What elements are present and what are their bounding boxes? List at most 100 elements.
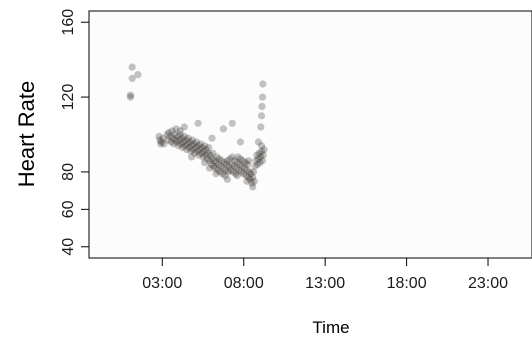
x-axis-title: Time — [312, 318, 349, 337]
data-point — [223, 160, 231, 168]
x-tick-label: 08:00 — [224, 275, 264, 292]
data-point — [247, 170, 255, 178]
data-point — [226, 155, 234, 163]
x-tick-label: 23:00 — [468, 275, 508, 292]
data-point — [237, 168, 245, 176]
data-point — [239, 157, 247, 165]
data-point — [155, 132, 163, 140]
data-point — [232, 170, 240, 178]
data-point — [227, 160, 236, 168]
data-point — [186, 138, 194, 146]
data-point — [178, 134, 186, 142]
data-point — [228, 153, 236, 161]
data-point — [234, 153, 242, 161]
data-point — [210, 157, 218, 165]
data-point — [223, 175, 231, 183]
data-point — [224, 168, 232, 176]
data-point — [236, 160, 244, 168]
data-point — [207, 160, 215, 168]
data-point — [236, 138, 245, 146]
data-point — [201, 159, 209, 167]
data-point — [189, 145, 197, 154]
data-point — [219, 125, 227, 133]
data-point — [240, 170, 248, 178]
data-point — [210, 162, 218, 170]
data-point — [212, 159, 220, 167]
data-point — [205, 144, 213, 152]
data-point — [204, 149, 212, 157]
data-point — [205, 164, 214, 172]
data-point — [194, 142, 202, 150]
data-point — [193, 147, 201, 155]
data-point — [166, 132, 174, 140]
data-point — [233, 159, 241, 167]
data-point — [170, 130, 179, 139]
data-point — [250, 177, 258, 185]
data-point — [180, 123, 188, 131]
data-point — [182, 136, 190, 144]
data-point — [203, 155, 211, 163]
data-point — [236, 155, 245, 163]
data-point — [126, 91, 135, 99]
x-axis: 03:00 08:00 13:00 18:00 23:00 — [142, 257, 532, 292]
data-point — [208, 155, 216, 163]
y-axis: 40 60 80 120 160 — [60, 9, 90, 256]
data-point — [180, 132, 188, 140]
data-point — [252, 157, 260, 165]
data-point — [174, 132, 182, 140]
data-point — [213, 153, 221, 161]
data-point — [159, 134, 167, 142]
x-tick-label: 18:00 — [387, 275, 427, 292]
data-point — [188, 142, 196, 150]
data-point — [179, 138, 188, 146]
data-point — [195, 151, 203, 159]
data-point — [173, 138, 181, 146]
data-point — [191, 149, 199, 157]
data-point — [197, 140, 205, 148]
data-point — [240, 164, 249, 172]
data-points — [126, 63, 268, 191]
data-point — [229, 168, 237, 176]
data-point — [242, 172, 250, 180]
data-point — [157, 140, 165, 148]
data-point — [245, 173, 253, 182]
data-point — [249, 168, 258, 176]
data-point — [194, 119, 202, 127]
data-point — [217, 162, 225, 170]
data-point — [163, 130, 171, 139]
data-point — [227, 166, 235, 174]
data-point — [170, 140, 178, 148]
data-point — [160, 140, 168, 148]
data-point — [200, 147, 208, 155]
data-point — [219, 170, 227, 178]
data-point — [220, 159, 228, 167]
data-point — [188, 153, 196, 161]
data-point — [156, 136, 164, 144]
data-point — [238, 162, 246, 170]
data-point — [251, 162, 259, 170]
data-point — [258, 142, 266, 150]
data-point — [176, 127, 184, 135]
data-point — [157, 138, 166, 146]
data-point — [243, 177, 251, 185]
data-point — [181, 142, 189, 150]
data-point — [222, 166, 230, 174]
data-point — [168, 127, 176, 135]
data-point — [184, 134, 192, 142]
data-point — [216, 168, 224, 176]
data-point — [249, 173, 257, 182]
y-tick-label: 80 — [60, 163, 77, 181]
data-point — [257, 153, 265, 161]
data-point — [215, 155, 223, 163]
data-point — [196, 145, 204, 154]
data-point — [254, 160, 262, 168]
data-point — [258, 112, 266, 120]
data-point — [199, 153, 207, 161]
x-tick-label: 03:00 — [142, 275, 182, 292]
data-point — [164, 136, 172, 144]
data-point — [187, 147, 195, 155]
data-point — [197, 149, 205, 157]
data-point — [214, 160, 223, 168]
data-point — [209, 149, 217, 157]
data-point — [221, 172, 229, 180]
